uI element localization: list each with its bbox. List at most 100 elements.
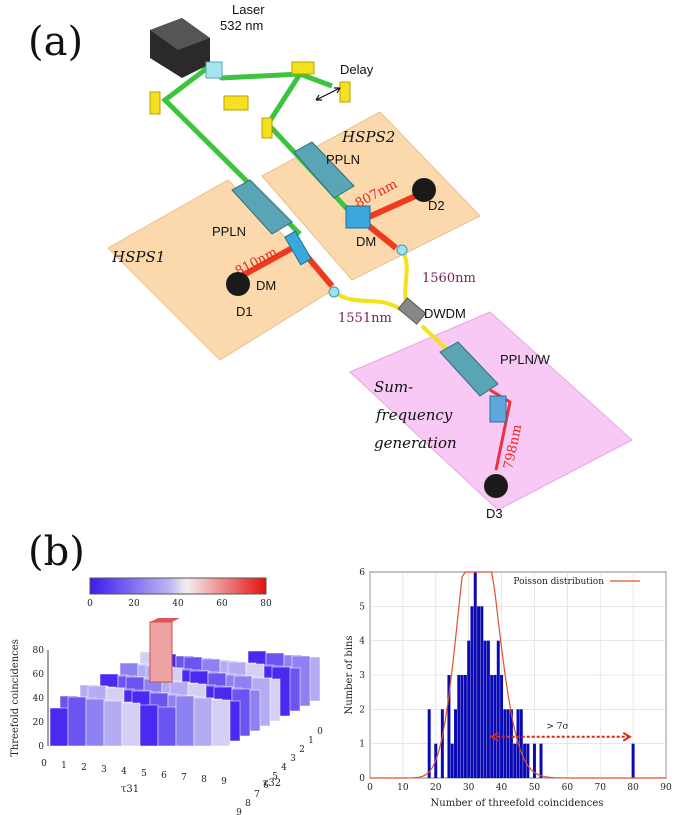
x-tick-label: 2 bbox=[81, 763, 87, 773]
y-tick-label: 2 bbox=[299, 745, 305, 755]
dm1-label: DM bbox=[256, 278, 276, 293]
histogram-bar bbox=[460, 675, 464, 778]
x-tick-label: 10 bbox=[397, 783, 409, 793]
x-tick-label: 70 bbox=[594, 783, 606, 793]
surface-block bbox=[103, 700, 123, 747]
surface-block bbox=[193, 697, 213, 747]
histogram-bar bbox=[506, 709, 510, 778]
x-tick-label: 20 bbox=[430, 783, 442, 793]
colorbar-tick-label: 40 bbox=[172, 599, 184, 609]
sigma-arrow-head-right bbox=[622, 731, 632, 742]
sfg-beam bbox=[489, 388, 512, 471]
y-tick-label: 3 bbox=[359, 671, 365, 681]
histogram-bar bbox=[486, 640, 490, 778]
histogram-bar bbox=[509, 709, 513, 778]
histogram-bar bbox=[454, 709, 457, 778]
z-tick-label: 0 bbox=[38, 742, 44, 752]
y-tick-label: 1 bbox=[308, 736, 314, 746]
legend-label: Poisson distribution bbox=[513, 577, 604, 587]
y-tick-label: 4 bbox=[281, 763, 287, 773]
sfg-line2: frequency bbox=[375, 406, 453, 424]
sigma-annotation: > 7σ bbox=[546, 722, 568, 732]
histogram-bar bbox=[496, 640, 500, 778]
histogram-bar bbox=[480, 606, 484, 778]
histogram-bar bbox=[503, 709, 507, 778]
z-tick-label: 80 bbox=[33, 646, 45, 656]
y-axis-label: Number of bins bbox=[344, 635, 355, 714]
x-tick-label: 0 bbox=[367, 783, 373, 793]
y-tick-label: 8 bbox=[245, 799, 251, 809]
pplnw-label: PPLN/W bbox=[500, 352, 551, 367]
detector-d3 bbox=[484, 474, 508, 498]
x-tick-label: 60 bbox=[562, 783, 574, 793]
surface-block bbox=[211, 699, 231, 747]
dm-2 bbox=[345, 205, 371, 229]
z-tick-label: 20 bbox=[33, 718, 45, 728]
detector-d1 bbox=[226, 272, 250, 296]
laser-box bbox=[150, 18, 210, 78]
histogram-chart: 0 10 20 30 40 50 60 70 80 90 0 1 2 3 4 5 6 Number of thre… bbox=[344, 568, 672, 809]
histogram-bar bbox=[467, 640, 471, 778]
ppln1-label: PPLN bbox=[212, 224, 246, 239]
colorbar-tick-label: 80 bbox=[260, 599, 272, 609]
ppln-crystal-2 bbox=[293, 141, 355, 199]
laser-label: Laser bbox=[232, 2, 265, 17]
y-tick-label: 0 bbox=[359, 774, 365, 784]
peak-top bbox=[150, 618, 180, 622]
delay-arrow bbox=[315, 87, 341, 101]
histogram-bar bbox=[500, 675, 504, 778]
colorbar bbox=[89, 577, 267, 595]
pplnw-crystal bbox=[439, 341, 499, 397]
x-tick-label: 5 bbox=[141, 769, 147, 779]
detector-d2 bbox=[412, 178, 436, 202]
prism bbox=[489, 395, 507, 423]
colorbar-tick-label: 0 bbox=[87, 599, 93, 609]
x-tick-label: 6 bbox=[161, 771, 167, 781]
histogram-bar bbox=[483, 640, 487, 778]
histogram-bar bbox=[427, 709, 431, 778]
x-axis-label: τ31 bbox=[121, 784, 139, 795]
y-tick-label: 6 bbox=[359, 568, 365, 578]
x-tick-label: 4 bbox=[121, 767, 127, 777]
surface-block bbox=[67, 696, 87, 747]
y-tick-label: 5 bbox=[359, 602, 365, 612]
peak-bar bbox=[149, 621, 173, 683]
x-tick-label: 9 bbox=[221, 777, 227, 787]
sfg-line1: Sum- bbox=[374, 378, 413, 396]
histogram-bar bbox=[490, 675, 494, 778]
y-tick-label: 1 bbox=[359, 740, 365, 750]
y-tick-label: 6 bbox=[263, 781, 269, 791]
dm2-label: DM bbox=[356, 234, 376, 249]
z-tick-label: 60 bbox=[33, 670, 45, 680]
histogram-bar bbox=[493, 675, 497, 778]
surface-block bbox=[85, 698, 105, 747]
x-tick-label: 0 bbox=[41, 759, 47, 769]
beam-splitter bbox=[205, 61, 223, 79]
surface-block bbox=[139, 704, 159, 747]
laser-wavelength: 532 nm bbox=[220, 18, 263, 33]
surface-block bbox=[49, 707, 69, 747]
ppln2-label: PPLN bbox=[326, 152, 360, 167]
y-tick-label: 5 bbox=[272, 772, 278, 782]
dwdm-box bbox=[397, 297, 427, 325]
poisson-curve bbox=[370, 571, 666, 779]
colorbar-tick-label: 60 bbox=[216, 599, 228, 609]
surface-block bbox=[175, 695, 195, 747]
dwdm-label: DWDM bbox=[424, 306, 466, 321]
panel-a-label: (a) bbox=[28, 19, 83, 65]
y-tick-label: 4 bbox=[359, 637, 365, 647]
histogram-bar bbox=[463, 675, 467, 778]
x-tick-label: 3 bbox=[101, 765, 107, 775]
mirrors bbox=[149, 61, 351, 139]
x-tick-label: 90 bbox=[660, 783, 672, 793]
histogram-bar bbox=[450, 743, 454, 778]
hsps2-label: HSPS2 bbox=[341, 128, 395, 146]
panel-b-label: (b) bbox=[28, 529, 85, 575]
colorbar-tick-label: 20 bbox=[128, 599, 140, 609]
y-tick-label: 3 bbox=[290, 754, 296, 764]
histogram-bar bbox=[457, 675, 461, 778]
d3-label: D3 bbox=[486, 506, 503, 521]
x-axis-label: Number of threefold coincidences bbox=[431, 798, 604, 809]
y-tick-label: 0 bbox=[317, 727, 323, 737]
